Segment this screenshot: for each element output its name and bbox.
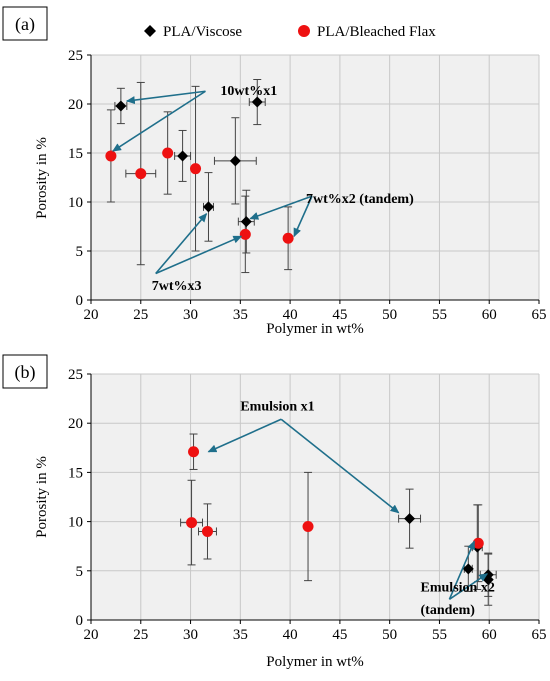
panel-a-annotation-arrow	[155, 212, 208, 275]
panel-a-label: (a)	[15, 14, 35, 35]
panel-a-annotation-arrow	[155, 235, 243, 275]
panel-b-x-tick-label: 35	[233, 627, 248, 643]
panel-b-x-tick-label: 40	[283, 627, 298, 643]
panel-a-x-tick-label: 25	[133, 307, 148, 323]
panel-a-annotation-arrow	[125, 90, 206, 105]
panel-b-annotation-label: (tandem)	[421, 603, 476, 618]
panel-b-flax-point	[201, 525, 213, 537]
panel-b-x-tick-label: 65	[532, 627, 547, 643]
panel-b-plot-area	[91, 374, 539, 620]
panel-a-viscose-point	[202, 201, 214, 213]
panel-a-annotation-arrow	[293, 195, 313, 238]
legend-viscose-label: PLA/Viscose	[163, 24, 242, 40]
panel-a-y-tick-label: 5	[76, 244, 84, 260]
panel-b-annotation-arrow	[448, 573, 489, 600]
panel-a-x-tick-label: 55	[432, 307, 447, 323]
panel-a-annotation-label: 7wt%x2 (tandem)	[306, 192, 414, 207]
panel-b-label: (b)	[15, 362, 36, 383]
legend-flax-marker	[298, 25, 310, 37]
legend-viscose-marker	[144, 25, 156, 37]
panel-a-x-tick-label: 20	[84, 307, 99, 323]
panel-a-annotation-label: 10wt%x1	[220, 84, 277, 99]
panel-b-y-tick-label: 0	[76, 613, 84, 629]
legend-flax-label: PLA/Bleached Flax	[317, 24, 436, 40]
panel-b-x-tick-label: 55	[432, 627, 447, 643]
panel-a-x-axis-label: Polymer in wt%	[266, 321, 364, 337]
panel-a-viscose-point	[251, 96, 263, 108]
panel-a-label-box	[2, 6, 48, 41]
panel-a-flax-point	[239, 228, 251, 240]
panel-a-annotation-label: 7wt%x3	[152, 279, 202, 294]
panel-b-x-tick-label: 45	[332, 627, 347, 643]
panel-b-label-box	[2, 354, 48, 389]
panel-a-y-tick-label: 0	[76, 293, 84, 309]
panel-b-x-tick-label: 30	[183, 627, 198, 643]
panel-b-y-tick-label: 10	[68, 515, 83, 531]
panel-a-y-tick-label: 20	[68, 97, 83, 113]
panel-a-x-tick-label: 40	[283, 307, 298, 323]
panel-b-marks	[180, 433, 497, 606]
legend: PLA/Viscose PLA/Bleached Flax	[144, 24, 436, 40]
panel-a-flax-point	[282, 232, 294, 244]
panel-b-axes: 20 25 30 35 40 45 50 55 60 65 0 5 10 15 20 25	[68, 367, 547, 643]
panel-a-viscose-point	[115, 100, 127, 112]
panel-a-flax-point	[190, 163, 202, 175]
panel-b-y-tick-label: 25	[68, 367, 83, 383]
panel-a-y-axis-label: Porosity in %	[34, 137, 50, 219]
panel-b-x-tick-label: 25	[133, 627, 148, 643]
panel-a-viscose-point	[229, 155, 241, 167]
panel-b-flax-point	[472, 537, 484, 549]
panel-a-annotations: 10wt%x1 7wt%x2 (tandem) 7wt%x3	[112, 84, 414, 294]
panel-a-y-tick-label: 25	[68, 48, 83, 64]
panel-b-x-axis-label: Polymer in wt%	[266, 654, 364, 670]
panel-a-x-tick-label: 60	[482, 307, 497, 323]
panel-a-flax-point	[135, 168, 147, 180]
panel-b-y-tick-label: 5	[76, 564, 84, 580]
panel-b-viscose-point	[462, 563, 474, 575]
panel-a-y-tick-label: 15	[68, 146, 83, 162]
panel-a-x-tick-label: 65	[532, 307, 547, 323]
panel-b-annotations: Emulsion x1 Emulsion x2 (tandem)	[207, 399, 495, 618]
panel-b-flax-point	[186, 517, 198, 529]
panel-b: (b) 20 25 30 35 40 45 50 55 60 65 0 5 10 15 20 25 Emuls…	[2, 354, 547, 670]
panel-a-flax-point	[162, 147, 174, 159]
panel-a-x-tick-label: 30	[183, 307, 198, 323]
panel-a: (a) 20 25 30 35 40 45 50 55 60 65 0 5 10 15 20 25 10wt%…	[2, 6, 547, 337]
panel-b-annotation-arrow	[280, 418, 400, 514]
panel-b-flax-point	[188, 446, 200, 458]
panel-a-annotation-arrow	[249, 195, 313, 220]
panel-b-y-axis-label: Porosity in %	[34, 456, 50, 538]
panel-b-y-tick-label: 15	[68, 465, 83, 481]
panel-a-annotation-arrow	[112, 90, 206, 152]
panel-b-x-tick-label: 20	[84, 627, 99, 643]
panel-b-annotation-label: Emulsion x1	[240, 399, 314, 414]
panel-b-y-tick-label: 20	[68, 416, 83, 432]
panel-a-x-tick-label: 50	[382, 307, 397, 323]
panel-b-annotation-arrow	[448, 540, 476, 600]
panel-a-axes: 20 25 30 35 40 45 50 55 60 65 0 5 10 15 20 25	[68, 48, 547, 323]
panel-b-annotation-label: Emulsion x2	[421, 580, 495, 595]
panel-a-x-tick-label: 45	[332, 307, 347, 323]
panel-b-flax-point	[302, 521, 314, 533]
panel-a-marks	[105, 79, 294, 274]
panel-a-y-tick-label: 10	[68, 195, 83, 211]
panel-b-x-tick-label: 50	[382, 627, 397, 643]
panel-b-viscose-point	[404, 513, 416, 525]
panel-a-viscose-point	[177, 150, 189, 162]
panel-a-plot-area	[91, 55, 539, 300]
panel-b-annotation-arrow	[207, 418, 282, 453]
panel-a-flax-point	[105, 150, 117, 162]
panel-b-x-tick-label: 60	[482, 627, 497, 643]
panel-a-x-tick-label: 35	[233, 307, 248, 323]
panel-a-viscose-point	[240, 216, 252, 228]
